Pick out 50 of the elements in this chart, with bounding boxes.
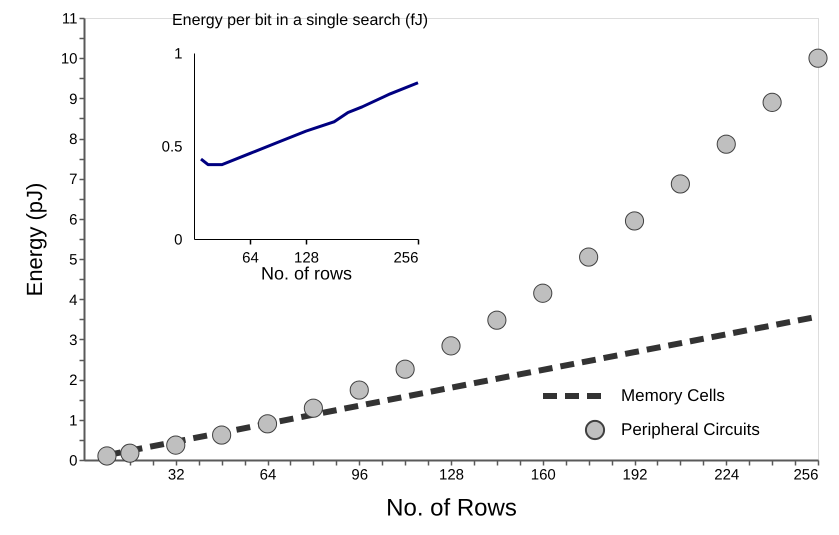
point [624, 211, 644, 230]
chart-title: Energy per bit in a single search (fJ) [172, 12, 428, 29]
x-tick-label: 96 [351, 466, 368, 484]
y-tick-label: 11 [62, 10, 78, 28]
x-axis-title: No. of rows [260, 264, 352, 284]
line-series [200, 81, 420, 166]
point [533, 284, 552, 303]
point [120, 444, 140, 463]
point [670, 174, 690, 194]
point [97, 446, 117, 466]
legend-label: Memory Cells [621, 386, 725, 405]
x-tick-label: 64 [242, 250, 259, 266]
y-tick-label: 7 [69, 171, 78, 188]
x-tick-label: 192 [622, 466, 648, 484]
x-tick-label: 32 [168, 466, 185, 484]
x-tick-label: 256 [393, 250, 418, 266]
point [579, 248, 598, 267]
y-tick-label: 6 [69, 211, 78, 228]
x-tick-label: 64 [260, 466, 276, 484]
y-tick-label: 1 [174, 46, 182, 62]
point [350, 380, 369, 400]
x-tick-label: 128 [294, 250, 320, 266]
point [396, 360, 415, 379]
point [212, 426, 232, 445]
y-tick-label: 4 [69, 292, 78, 309]
legend-label: Peripheral Circuits [621, 420, 760, 439]
y-tick-label: 10 [60, 50, 78, 68]
point [762, 92, 782, 112]
y-tick-label: 0 [69, 452, 78, 470]
x-tick-label: 224 [714, 466, 740, 484]
x-tick-label: 160 [530, 466, 556, 484]
y-tick-label: 2 [69, 372, 78, 390]
y-axis-title: Energy (pJ) [22, 182, 47, 296]
y-tick-label: 5 [69, 252, 78, 269]
y-tick-label: 0 [174, 232, 182, 248]
y-tick-label: 3 [69, 332, 78, 349]
point [716, 134, 736, 154]
x-axis-title: No. of Rows [386, 494, 517, 522]
y-tick-label: 9 [69, 90, 78, 108]
point [166, 436, 186, 455]
y-tick-label: 1 [69, 412, 78, 430]
point [808, 48, 828, 68]
point [304, 398, 323, 418]
y-tick-label: 8 [69, 131, 78, 148]
point [487, 310, 506, 330]
y-tick-label: 0.5 [162, 138, 182, 156]
x-tick-label: 128 [438, 466, 464, 484]
point [258, 414, 278, 434]
point [441, 336, 461, 356]
x-tick-label: 256 [793, 466, 818, 484]
